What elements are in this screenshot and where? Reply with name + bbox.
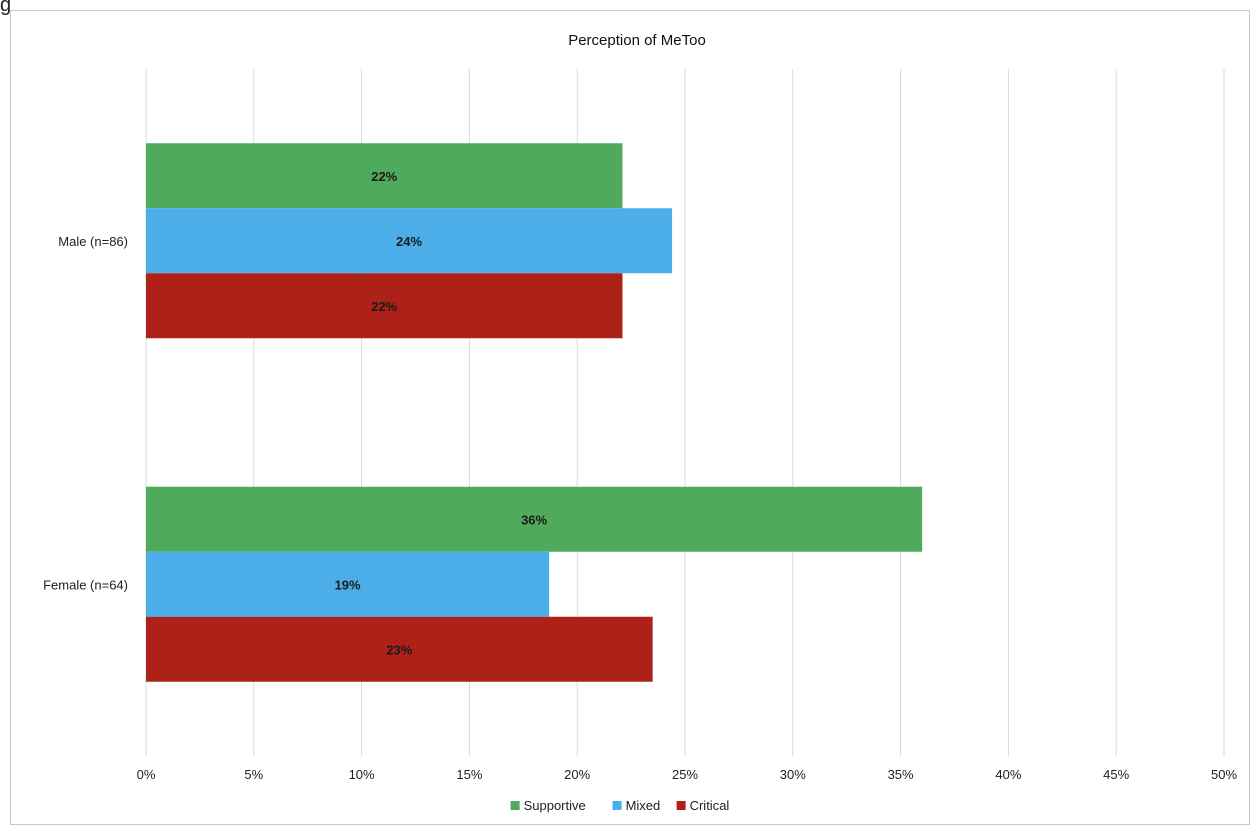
bar-mixed-0: [146, 208, 673, 274]
y-axis-category-labels: Male (n=86) Female (n=64): [43, 234, 128, 593]
x-tick-label: 25%: [672, 767, 698, 782]
legend-swatch-supportive: [510, 801, 520, 810]
x-tick-label: 5%: [244, 767, 263, 782]
chart-svg: Perception of MeToo 22% 24% 22% 36% 19% 23% 0…: [43, 32, 1238, 813]
x-tick-label: 35%: [888, 767, 914, 782]
figure-label-fragment: g: [0, 0, 12, 16]
data-label: 23%: [386, 642, 412, 657]
data-label: 22%: [371, 299, 397, 314]
data-label: 36%: [521, 512, 547, 527]
category-label: Male (n=86): [58, 234, 128, 249]
legend-label: Mixed: [626, 798, 661, 813]
x-tick-label: 20%: [564, 767, 590, 782]
x-axis-tick-labels: 0% 5% 10% 15% 20% 25% 30% 35% 40% 45% 50%: [137, 767, 1238, 782]
x-tick-label: 40%: [995, 767, 1021, 782]
x-tick-label: 50%: [1211, 767, 1237, 782]
legend-label: Supportive: [524, 798, 586, 813]
data-label: 24%: [396, 234, 422, 249]
bar-mixed-1: [146, 551, 550, 617]
legend-swatch-critical: [676, 801, 686, 810]
chart-frame: Perception of MeToo 22% 24% 22% 36% 19% 23% 0…: [10, 10, 1250, 825]
category-label: Female (n=64): [43, 577, 128, 592]
legend: Supportive Mixed Critical: [510, 798, 730, 813]
legend-label: Critical: [690, 798, 730, 813]
data-label: 19%: [335, 577, 361, 592]
x-tick-label: 45%: [1103, 767, 1129, 782]
data-label: 22%: [371, 169, 397, 184]
bars: 22% 24% 22% 36% 19% 23%: [146, 143, 923, 682]
bar-supportive-1: [146, 486, 923, 552]
x-tick-label: 15%: [456, 767, 482, 782]
x-tick-label: 0%: [137, 767, 156, 782]
bar-supportive-0: [146, 143, 623, 209]
chart-title: Perception of MeToo: [568, 32, 706, 49]
x-tick-label: 30%: [780, 767, 806, 782]
x-tick-label: 10%: [349, 767, 375, 782]
bar-critical-1: [146, 616, 653, 682]
legend-swatch-mixed: [612, 801, 622, 810]
bar-critical-0: [146, 273, 623, 339]
